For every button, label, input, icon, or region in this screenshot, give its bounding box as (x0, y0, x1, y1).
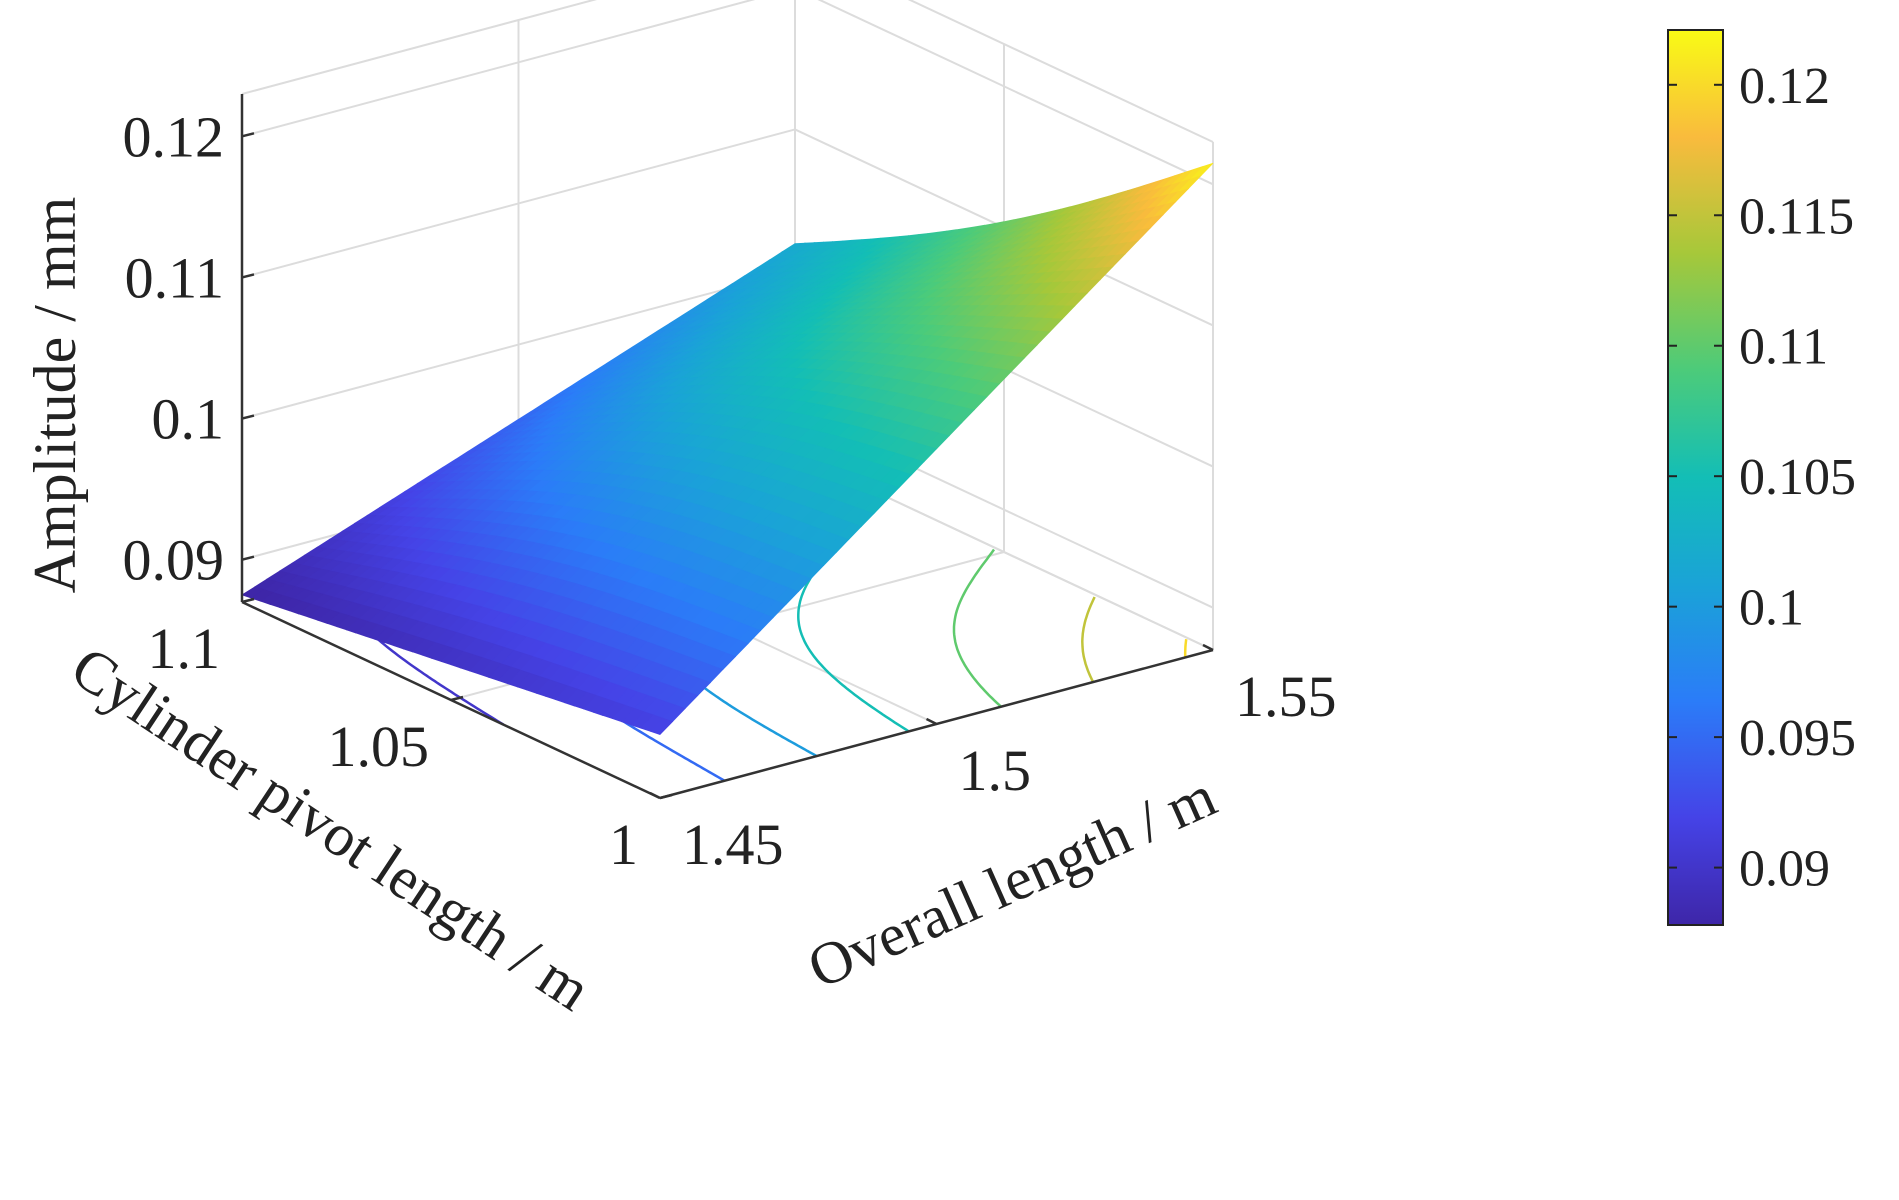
y-tick-mark (450, 695, 464, 702)
y-tick-label: 1 (609, 812, 638, 877)
z-tick-label: 0.09 (123, 528, 225, 593)
surface-patch (649, 717, 674, 735)
x-tick-label: 1.5 (959, 738, 1032, 803)
y-tick-mark (659, 793, 673, 800)
y-axis-label: Cylinder pivot length / m (60, 633, 602, 1023)
z-tick-mark (241, 273, 255, 279)
colorbar-tick-label: 0.12 (1739, 58, 1830, 115)
y-tick-label: 1.1 (148, 616, 221, 681)
z-tick-label: 0.11 (125, 245, 224, 310)
colorbar-tick-label: 0.1 (1739, 580, 1804, 637)
z-axis-label: Amplitude / mm (22, 197, 88, 594)
tick-labels: 0.09 0.1 0.11 0.12 1 1.05 1.1 1.45 1.5 1.55 (123, 104, 1337, 877)
z-tick-mark (241, 132, 255, 138)
y-tick-label: 1.05 (328, 714, 430, 779)
z-tick-mark (241, 555, 255, 561)
z-tick-label: 0.12 (123, 104, 225, 169)
y-tick-mark (241, 597, 255, 604)
z-tick-label: 0.1 (152, 387, 225, 452)
z-tick-mark (241, 414, 255, 420)
colorbar: 0.09 0.095 0.1 0.105 0.11 0.115 0.12 (1667, 29, 1856, 926)
colorbar-tick-label: 0.115 (1739, 188, 1854, 245)
x-tick-label: 1.55 (1235, 664, 1337, 729)
contour-line (1183, 639, 1188, 658)
contour-line (952, 548, 1002, 708)
colorbar-ticks: 0.09 0.095 0.1 0.105 0.11 0.115 0.12 (1668, 58, 1856, 898)
contour-line (1081, 596, 1096, 683)
colorbar-tick-label: 0.11 (1739, 319, 1828, 376)
x-tick-label: 1.45 (682, 812, 784, 877)
axes-lines (240, 94, 1214, 800)
x-tick-mark (649, 791, 661, 800)
x-tick-mark (1202, 643, 1214, 652)
colorbar-tick-label: 0.105 (1739, 449, 1856, 506)
x-tick-mark (925, 717, 938, 726)
colorbar-tick-label: 0.095 (1739, 710, 1856, 767)
colorbar-bar (1667, 29, 1724, 926)
amplitude-surface (241, 162, 1214, 735)
colorbar-tick-label: 0.09 (1739, 841, 1830, 898)
